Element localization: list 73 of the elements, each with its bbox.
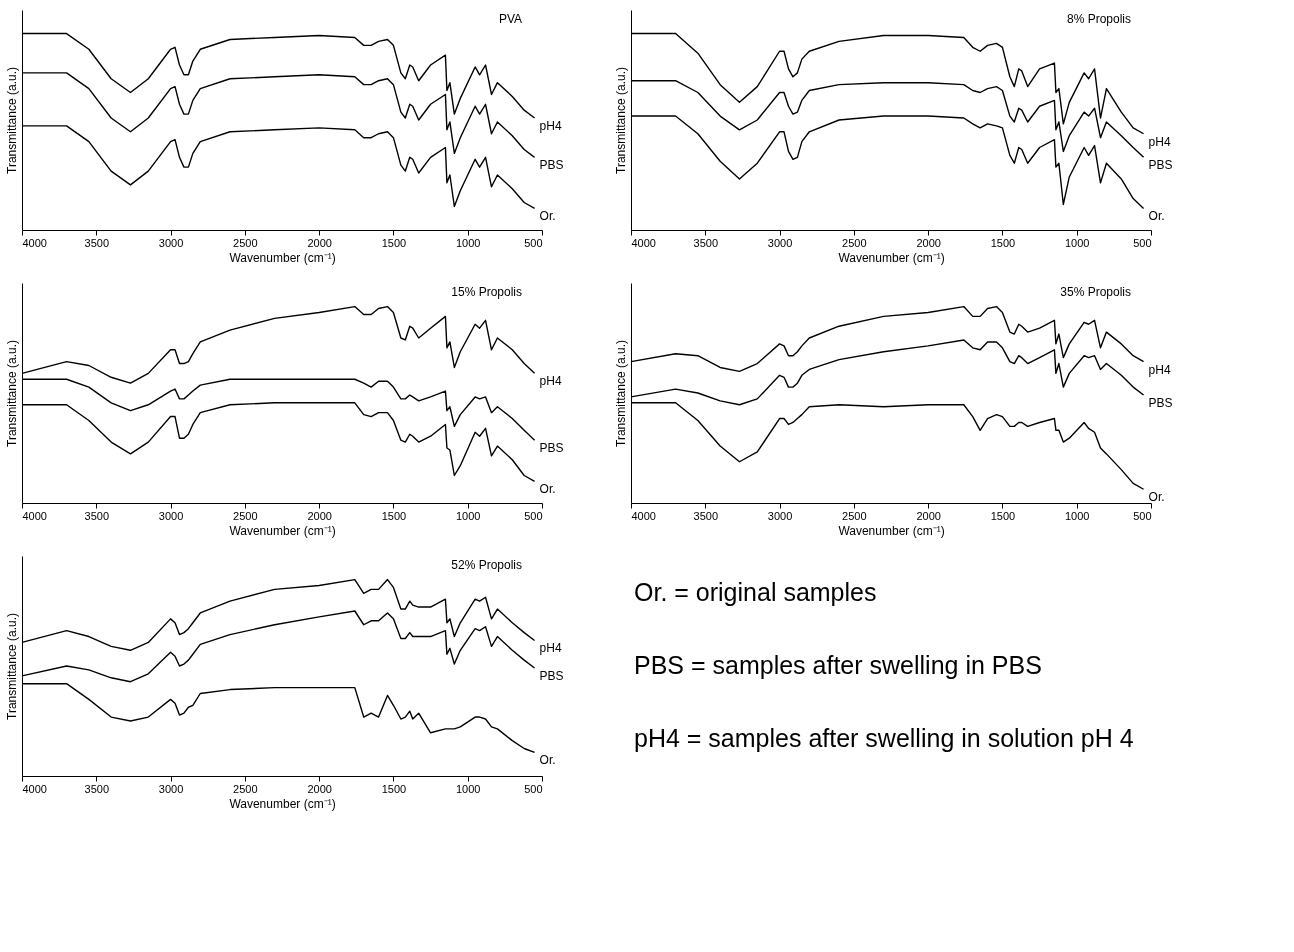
x-tick-label: 2000 bbox=[307, 236, 332, 249]
x-tick-label: 2000 bbox=[307, 782, 332, 795]
text: Or. = original samples bbox=[634, 577, 877, 606]
series-label: PBS bbox=[539, 668, 564, 683]
x-tick-label: 500 bbox=[524, 236, 543, 249]
x-tick-label: 4000 bbox=[631, 236, 656, 249]
x-tick-label: 2000 bbox=[916, 236, 941, 249]
y-axis-title: Transmittance (a.u.) bbox=[4, 340, 19, 447]
series-label: PBS bbox=[539, 158, 564, 173]
y-axis-title: Transmittance (a.u.) bbox=[4, 613, 19, 720]
series-label: Or. bbox=[1148, 490, 1165, 505]
series-label: Or. bbox=[539, 482, 556, 497]
series-label: PBS bbox=[539, 441, 564, 456]
y-axis-title: Transmittance (a.u.) bbox=[4, 67, 19, 174]
x-axis-title: Wavenumber (cm⁻¹) bbox=[229, 523, 336, 538]
x-tick-label: 500 bbox=[1133, 509, 1152, 522]
text: pH4 = samples after swelling in solution pH 4 bbox=[634, 724, 1134, 753]
x-tick-label: 3000 bbox=[767, 509, 793, 522]
series-label: pH4 bbox=[539, 119, 562, 134]
series-label: PBS bbox=[1148, 395, 1173, 410]
x-tick-label: 3000 bbox=[767, 236, 793, 249]
x-axis-title: Wavenumber (cm⁻¹) bbox=[838, 523, 945, 538]
series-label: Or. bbox=[539, 209, 556, 224]
x-tick-label: 3500 bbox=[693, 236, 719, 249]
series-label: pH4 bbox=[539, 374, 562, 389]
x-tick-label: 1000 bbox=[1064, 509, 1090, 522]
y-axis-title: Transmittance (a.u.) bbox=[613, 67, 628, 174]
x-tick-label: 1000 bbox=[455, 782, 481, 795]
x-tick-label: 2000 bbox=[916, 509, 941, 522]
x-tick-label: 4000 bbox=[22, 509, 47, 522]
x-tick-label: 3000 bbox=[158, 782, 184, 795]
x-tick-label: 4000 bbox=[631, 509, 656, 522]
x-tick-label: 500 bbox=[524, 509, 543, 522]
series-label: Or. bbox=[1148, 209, 1165, 224]
series-label: Or. bbox=[539, 753, 556, 768]
chart-title: 52% Propolis bbox=[451, 558, 522, 572]
x-tick-label: 2500 bbox=[233, 782, 258, 795]
x-tick-label: 1500 bbox=[381, 782, 407, 795]
x-tick-label: 3500 bbox=[84, 236, 110, 249]
x-tick-label: 1000 bbox=[455, 509, 481, 522]
series-label: pH4 bbox=[1148, 362, 1171, 377]
x-axis-title: Wavenumber (cm⁻¹) bbox=[838, 250, 945, 265]
x-tick-label: 1500 bbox=[990, 236, 1016, 249]
x-tick-label: 4000 bbox=[22, 782, 47, 795]
x-tick-label: 1000 bbox=[1064, 236, 1090, 249]
x-tick-label: 3000 bbox=[158, 236, 184, 249]
chart-title: 35% Propolis bbox=[1060, 285, 1131, 299]
x-tick-label: 2500 bbox=[233, 509, 258, 522]
x-tick-label: 1500 bbox=[381, 509, 407, 522]
series-label: PBS bbox=[1148, 158, 1173, 173]
x-tick-label: 3500 bbox=[84, 509, 110, 522]
x-tick-label: 1000 bbox=[455, 236, 481, 249]
x-tick-label: 4000 bbox=[22, 236, 47, 249]
x-tick-label: 2500 bbox=[842, 236, 867, 249]
x-axis-title: Wavenumber (cm⁻¹) bbox=[229, 250, 336, 265]
series-label: pH4 bbox=[1148, 134, 1171, 149]
x-tick-label: 500 bbox=[1133, 236, 1152, 249]
x-tick-label: 1500 bbox=[990, 509, 1016, 522]
chart-title: 15% Propolis bbox=[451, 285, 522, 299]
chart-title: 8% Propolis bbox=[1066, 12, 1131, 26]
x-tick-label: 2500 bbox=[233, 236, 258, 249]
x-tick-label: 3000 bbox=[158, 509, 184, 522]
series-label: pH4 bbox=[539, 641, 562, 656]
y-axis-title: Transmittance (a.u.) bbox=[613, 340, 628, 447]
x-tick-label: 500 bbox=[524, 782, 543, 795]
x-tick-label: 1500 bbox=[381, 236, 407, 249]
chart-title: PVA bbox=[498, 12, 522, 26]
x-tick-label: 3500 bbox=[84, 782, 110, 795]
x-tick-label: 2500 bbox=[842, 509, 867, 522]
text: PBS = samples after swelling in PBS bbox=[634, 651, 1042, 679]
x-axis-title: Wavenumber (cm⁻¹) bbox=[229, 796, 336, 811]
x-tick-label: 3500 bbox=[693, 509, 719, 522]
x-tick-label: 2000 bbox=[307, 509, 332, 522]
